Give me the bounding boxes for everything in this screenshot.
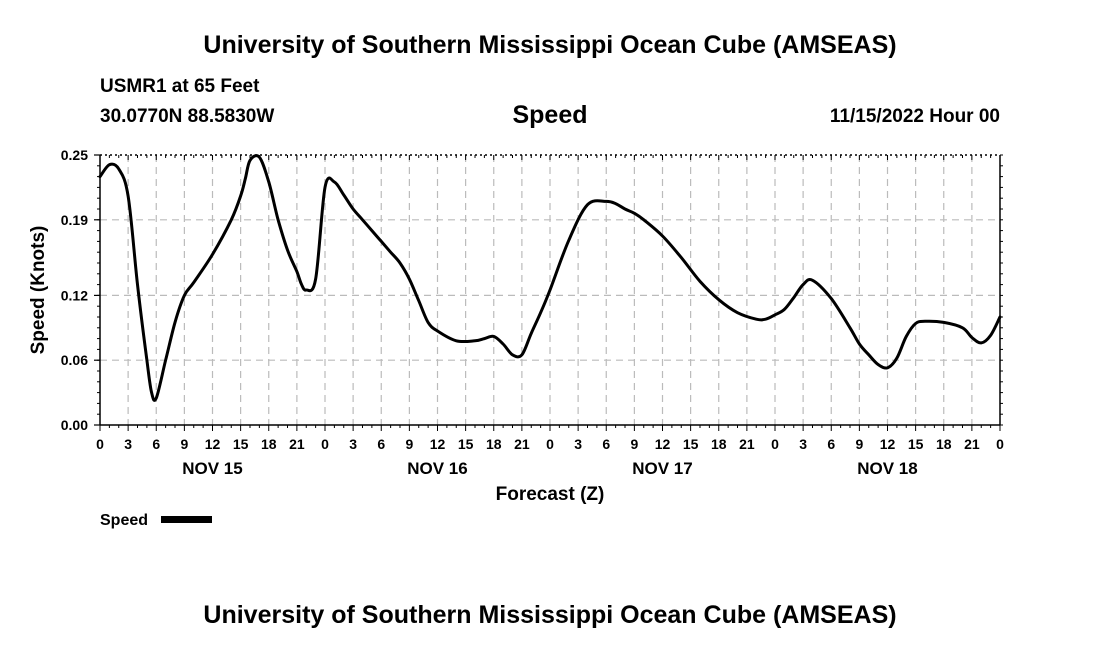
- x-tick-label: 12: [430, 436, 446, 452]
- series-line-speed: [98, 154, 1002, 402]
- y-tick-label: 0.12: [61, 287, 88, 303]
- x-tick-label: 3: [349, 436, 357, 452]
- x-tick-label: 21: [514, 436, 530, 452]
- x-tick-label: 3: [124, 436, 132, 452]
- x-tick-label: 18: [261, 436, 277, 452]
- y-axis-title: Speed (Knots): [28, 226, 49, 355]
- legend-label: Speed: [100, 512, 148, 529]
- x-tick-label: 15: [233, 436, 249, 452]
- x-tick-label: 21: [739, 436, 755, 452]
- x-tick-label: 3: [799, 436, 807, 452]
- day-label: NOV 16: [407, 459, 467, 478]
- y-tick-label: 0.06: [61, 352, 88, 368]
- chart-subtitle: Speed: [512, 101, 588, 129]
- y-tick-label: 0.00: [61, 417, 88, 433]
- x-tick-label: 18: [486, 436, 502, 452]
- x-tick-label: 12: [655, 436, 671, 452]
- chart-title-top: University of Southern Mississippi Ocean…: [203, 31, 897, 59]
- x-tick-label: 12: [205, 436, 221, 452]
- day-label: NOV 15: [182, 459, 242, 478]
- legend-swatch: [161, 516, 212, 523]
- station-coordinates: 30.0770N 88.5830W: [100, 106, 275, 127]
- x-tick-label: 21: [964, 436, 980, 452]
- x-tick-label: 0: [771, 436, 779, 452]
- x-tick-label: 9: [405, 436, 413, 452]
- day-label: NOV 17: [632, 459, 692, 478]
- x-tick-label: 9: [180, 436, 188, 452]
- x-tick-label: 6: [602, 436, 610, 452]
- x-tick-label: 6: [827, 436, 835, 452]
- x-tick-label: 18: [711, 436, 727, 452]
- x-tick-label: 9: [630, 436, 638, 452]
- x-tick-label: 0: [546, 436, 554, 452]
- x-tick-label: 0: [996, 436, 1004, 452]
- x-tick-label: 21: [289, 436, 305, 452]
- x-tick-label: 15: [458, 436, 474, 452]
- x-tick-label: 6: [152, 436, 160, 452]
- y-tick-label: 0.19: [61, 212, 88, 228]
- y-tick-label: 0.25: [61, 147, 88, 163]
- x-axis-title: Forecast (Z): [496, 484, 605, 505]
- x-tick-label: 15: [908, 436, 924, 452]
- x-tick-label: 15: [683, 436, 699, 452]
- x-tick-label: 18: [936, 436, 952, 452]
- day-label: NOV 18: [857, 459, 917, 478]
- x-tick-label: 3: [574, 436, 582, 452]
- station-label: USMR1 at 65 Feet: [100, 76, 260, 97]
- x-tick-label: 6: [377, 436, 385, 452]
- x-tick-label: 0: [321, 436, 329, 452]
- chart-title-bottom: University of Southern Mississippi Ocean…: [203, 601, 897, 629]
- x-tick-label: 9: [855, 436, 863, 452]
- x-tick-label: 12: [880, 436, 896, 452]
- x-tick-label: 0: [96, 436, 104, 452]
- forecast-date: 11/15/2022 Hour 00: [829, 106, 1000, 127]
